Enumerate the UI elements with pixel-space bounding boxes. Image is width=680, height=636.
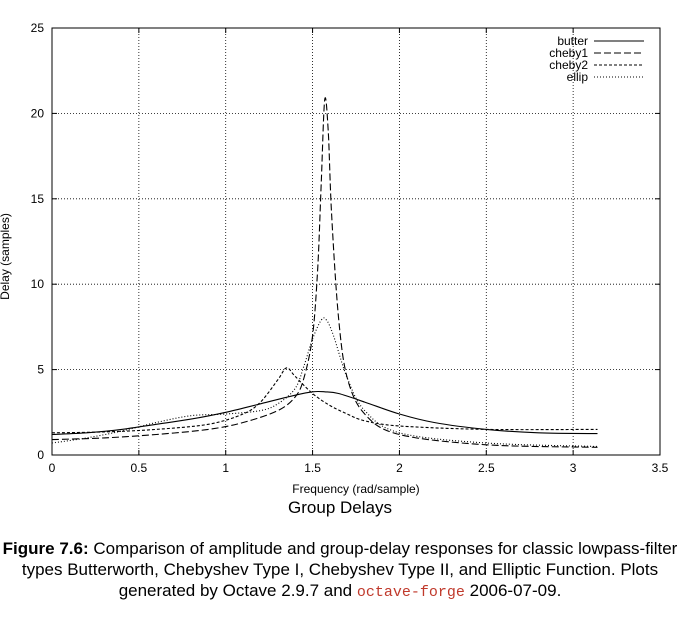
- plot-frame: [51, 27, 661, 456]
- x-tick-label: 3.5: [652, 461, 669, 475]
- x-tick-label: 2: [396, 461, 403, 475]
- y-tick-label: 25: [31, 21, 45, 35]
- x-tick-label: 1: [222, 461, 229, 475]
- series-line-cheby2: [51, 367, 598, 434]
- x-tick-label: 1.5: [304, 461, 321, 475]
- series-line-cheby1: [51, 97, 598, 448]
- legend-label-butter: butter: [557, 34, 588, 48]
- x-tick-label: 3: [570, 461, 577, 475]
- legend-label-ellip: ellip: [567, 70, 589, 84]
- chart-title: Group Delays: [288, 498, 392, 517]
- caption-code: octave-forge: [356, 584, 465, 601]
- legend-label-cheby1: cheby1: [549, 46, 588, 60]
- group-delay-chart: 0 0.5 1 1.5 2 2.5 3 3.5 0 5 10 15 20 25 Frequency (rad…: [0, 21, 669, 496]
- y-tick-label: 20: [31, 106, 45, 120]
- caption-text-part2: 2006-07-09.: [464, 581, 562, 600]
- x-tick-label: 0: [49, 461, 56, 475]
- y-axis-label: Delay (samples): [0, 213, 12, 300]
- legend-label-cheby2: cheby2: [549, 58, 588, 72]
- series-line-butter: [51, 390, 598, 436]
- x-tick-label: 2.5: [478, 461, 495, 475]
- caption-text-part1: Comparison of amplitude and group-delay …: [21, 539, 678, 600]
- x-tick-label: 0.5: [131, 461, 148, 475]
- figure-label: Figure 7.6:: [2, 539, 89, 558]
- series-line-ellip: [51, 317, 598, 448]
- y-tick-label: 10: [31, 277, 45, 291]
- y-tick-label: 15: [31, 192, 45, 206]
- x-axis-label: Frequency (rad/sample): [292, 482, 419, 496]
- y-tick-label: 5: [37, 363, 44, 377]
- figure-caption: Figure 7.6: Comparison of amplitude and …: [0, 538, 680, 603]
- y-tick-label: 0: [37, 448, 44, 462]
